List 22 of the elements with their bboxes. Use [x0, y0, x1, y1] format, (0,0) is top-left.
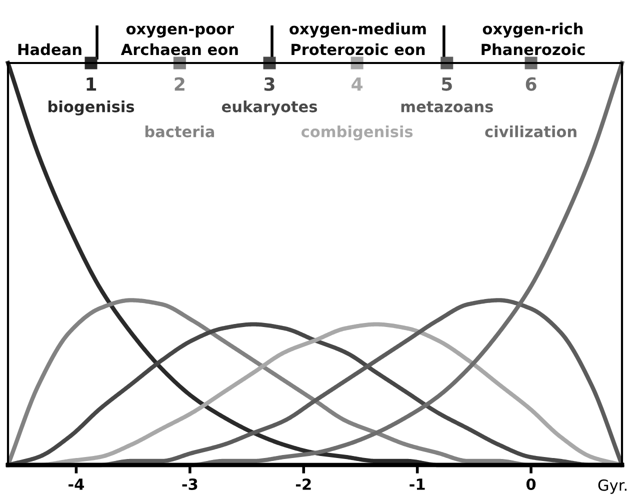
x-tick-label: -2	[296, 478, 311, 490]
annotation: 4	[352, 77, 363, 91]
annotation: 5	[442, 77, 452, 91]
annotation: 2	[174, 77, 184, 91]
annotation: 3	[264, 77, 274, 91]
series-label: civilization	[485, 126, 576, 138]
series-label: biogenisis	[48, 100, 134, 116]
text: Hadean	[18, 43, 82, 56]
text: oxygen-rich Phanerozoic	[482, 22, 585, 56]
text: oxygen-medium Proterozoic eon	[290, 22, 426, 56]
annotation: 6	[526, 77, 536, 91]
x-tick-label: 0	[526, 478, 536, 490]
text: eukaryotes	[222, 100, 318, 116]
text: oxygen-poor Archaean eon	[120, 26, 238, 56]
x-tick-label: -1	[410, 478, 425, 490]
x-tick-label: -3	[182, 478, 198, 490]
annotation: 1	[86, 77, 96, 91]
x-tick-label: -4	[68, 478, 84, 490]
text: bacteria	[145, 126, 214, 138]
text: combigenisis	[301, 126, 413, 140]
x-axis-title: Gyr.	[598, 479, 626, 494]
text: metazoans	[401, 101, 493, 112]
